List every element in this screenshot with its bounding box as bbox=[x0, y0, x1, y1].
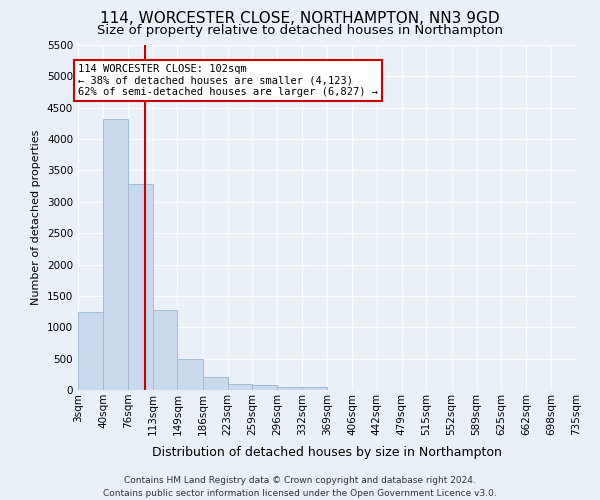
Bar bbox=[153, 310, 178, 390]
Text: 114 WORCESTER CLOSE: 102sqm
← 38% of detached houses are smaller (4,123)
62% of : 114 WORCESTER CLOSE: 102sqm ← 38% of det… bbox=[78, 64, 378, 97]
Text: Contains HM Land Registry data © Crown copyright and database right 2024.
Contai: Contains HM Land Registry data © Crown c… bbox=[103, 476, 497, 498]
Bar bbox=[302, 387, 327, 390]
Bar bbox=[277, 386, 302, 390]
Text: 114, WORCESTER CLOSE, NORTHAMPTON, NN3 9GD: 114, WORCESTER CLOSE, NORTHAMPTON, NN3 9… bbox=[100, 11, 500, 26]
X-axis label: Distribution of detached houses by size in Northampton: Distribution of detached houses by size … bbox=[152, 446, 502, 459]
Bar bbox=[78, 312, 103, 390]
Bar bbox=[128, 184, 153, 390]
Bar bbox=[227, 384, 252, 390]
Bar bbox=[203, 376, 227, 390]
Bar bbox=[103, 119, 128, 390]
Y-axis label: Number of detached properties: Number of detached properties bbox=[31, 130, 41, 305]
Bar bbox=[178, 360, 203, 390]
Text: Size of property relative to detached houses in Northampton: Size of property relative to detached ho… bbox=[97, 24, 503, 37]
Bar bbox=[252, 386, 277, 390]
